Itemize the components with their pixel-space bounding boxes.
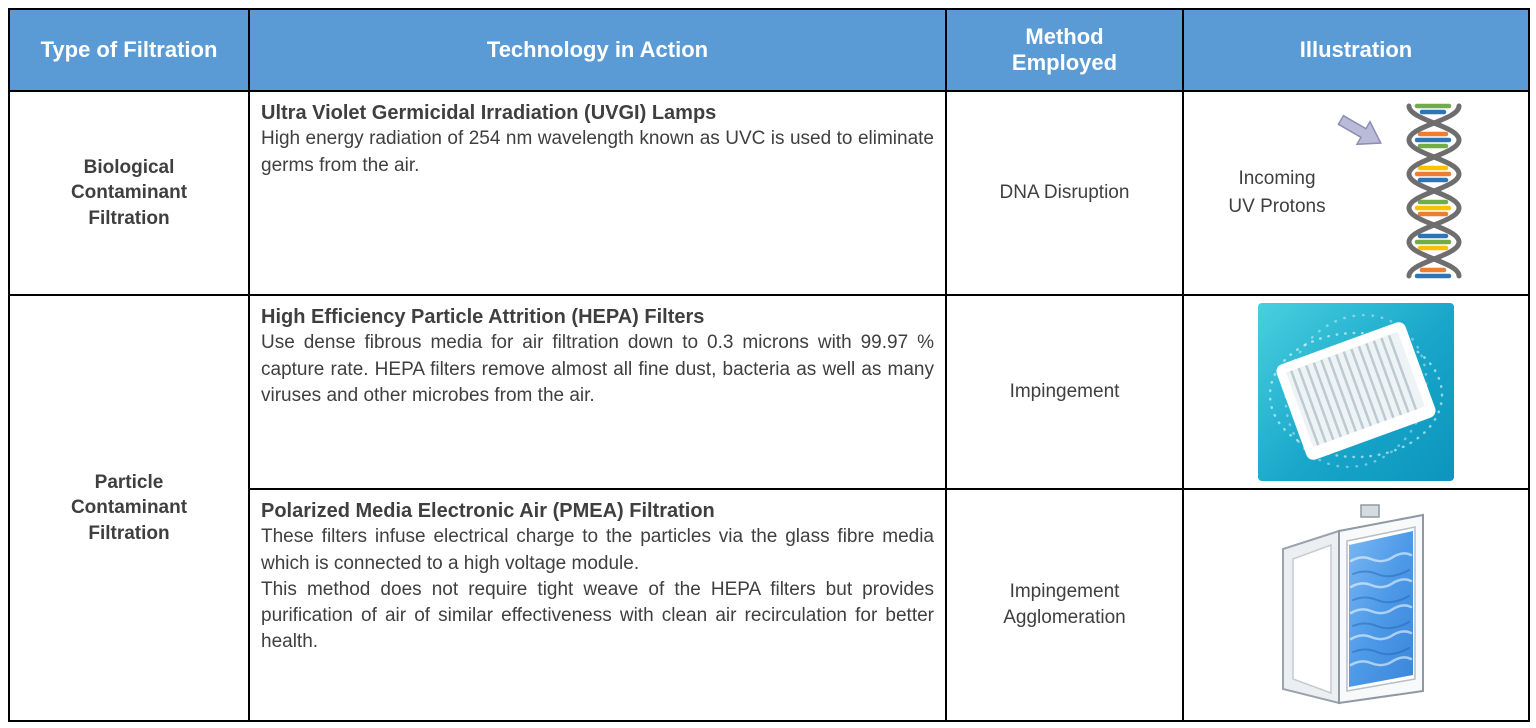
cell-method-dna-disruption: DNA Disruption: [945, 90, 1184, 296]
uvgi-title: Ultra Violet Germicidal Irradiation (UVG…: [261, 102, 717, 124]
dna-helix-icon: [1337, 103, 1462, 279]
hepa-filter-illustration: [1258, 303, 1454, 481]
cell-illustration-hepa: [1182, 294, 1530, 490]
hepa-title: High Efficiency Particle Attrition (HEPA…: [261, 306, 705, 328]
cell-tech-uvgi: Ultra Violet Germicidal Irradiation (UVG…: [248, 90, 947, 296]
header-row: Type of Filtration Technology in Action …: [8, 8, 1530, 92]
header-technology-label: Technology in Action: [486, 37, 709, 62]
dna-strands: [1406, 103, 1462, 279]
hepa-description: Use dense fibrous media for air filtrati…: [261, 332, 934, 406]
dna-caption: Incoming UV Protons: [1228, 168, 1326, 217]
cell-tech-pmea: Polarized Media Electronic Air (PMEA) Fi…: [248, 488, 947, 722]
uvgi-method-label: DNA Disruption: [999, 182, 1130, 204]
uv-arrow-icon: [1337, 114, 1382, 146]
biological-type-label: Biological Contaminant Filtration: [70, 156, 188, 229]
header-type-of-filtration: Type of Filtration: [8, 8, 250, 92]
dna-rungs: [1414, 103, 1451, 279]
header-illustration: Illustration: [1182, 8, 1530, 92]
header-method-label: Method Employed: [1011, 24, 1118, 75]
dna-illustration: Incoming UV Protons: [1190, 98, 1522, 288]
row-biological-uvgi: Biological Contaminant Filtration Ultra …: [8, 90, 1530, 296]
hepa-method-label: Impingement: [1009, 381, 1120, 403]
header-technology-in-action: Technology in Action: [248, 8, 947, 92]
cell-illustration-pmea: [1182, 488, 1530, 722]
cell-method-impingement-agglomeration: Impingement Agglomeration: [945, 488, 1184, 722]
pmea-filter-icon: [1282, 504, 1424, 705]
cell-type-particle: Particle Contaminant Filtration: [8, 294, 250, 722]
row-particle-pmea: Polarized Media Electronic Air (PMEA) Fi…: [9, 488, 1530, 722]
cell-illustration-dna: Incoming UV Protons: [1182, 90, 1530, 296]
particle-type-label: Particle Contaminant Filtration: [70, 471, 188, 544]
cell-method-impingement: Impingement: [945, 294, 1184, 490]
cell-type-biological: Biological Contaminant Filtration: [8, 90, 250, 296]
cell-tech-hepa: High Efficiency Particle Attrition (HEPA…: [248, 294, 947, 490]
row-particle-hepa: Particle Contaminant Filtration High Eff…: [8, 294, 1530, 722]
filtration-table: Type of Filtration Technology in Action …: [8, 8, 1530, 722]
header-method-employed: Method Employed: [945, 8, 1184, 92]
pmea-method-label: Impingement Agglomeration: [1003, 581, 1126, 628]
pmea-title: Polarized Media Electronic Air (PMEA) Fi…: [261, 500, 715, 522]
pmea-description: These filters infuse electrical charge t…: [261, 526, 934, 653]
header-type-label: Type of Filtration: [40, 37, 218, 62]
uvgi-description: High energy radiation of 254 nm waveleng…: [261, 128, 934, 176]
header-illustration-label: Illustration: [1299, 37, 1413, 62]
pmea-filter-illustration: [1261, 499, 1451, 711]
hepa-filter-icon: [1268, 313, 1444, 469]
